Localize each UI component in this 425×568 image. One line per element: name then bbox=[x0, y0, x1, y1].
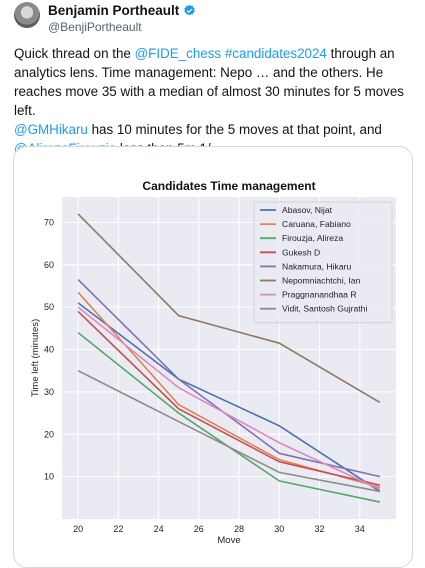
legend-box bbox=[253, 201, 393, 324]
legend-label: Vidit, Santosh Gujrathi bbox=[282, 304, 367, 314]
y-tick-label: 30 bbox=[44, 387, 54, 397]
verified-badge-icon bbox=[184, 4, 196, 16]
mention-hikaru-link[interactable]: @GMHikaru bbox=[14, 122, 88, 137]
legend-label: Firouzja, Alireza bbox=[282, 233, 343, 243]
series-line bbox=[77, 306, 381, 491]
author-name[interactable]: Benjamin Portheault bbox=[48, 3, 180, 18]
series-line bbox=[77, 279, 381, 478]
x-tick-label: 32 bbox=[315, 524, 325, 534]
author-handle[interactable]: @BenjiPortheault bbox=[48, 20, 142, 34]
legend-label: Gukesh D bbox=[282, 247, 320, 257]
series-line bbox=[77, 310, 381, 486]
tweet-text-part: has 10 minutes for the 5 moves at that p… bbox=[87, 122, 382, 137]
tweet-text: Quick thread on the @FIDE_chess #candida… bbox=[14, 44, 414, 158]
y-tick-label: 10 bbox=[44, 472, 54, 482]
legend-label: Caruana, Fabiano bbox=[282, 219, 351, 229]
series-line bbox=[77, 302, 381, 493]
chart-title: Candidates Time management bbox=[142, 179, 315, 193]
author-name-row[interactable]: Benjamin Portheault bbox=[48, 3, 196, 18]
series-line bbox=[77, 213, 381, 404]
tweet-text-part: Quick thread on the bbox=[14, 46, 135, 61]
x-tick-label: 26 bbox=[194, 524, 204, 534]
mention-fide-link[interactable]: @FIDE_chess bbox=[134, 46, 222, 61]
x-tick-label: 28 bbox=[234, 524, 244, 534]
x-tick-label: 34 bbox=[355, 524, 365, 534]
chart-image-card[interactable]: 10 20 30 40 50 60 70 20 22 24 26 28 30 32 34 Move Time l… bbox=[13, 146, 413, 568]
x-tick-label: 20 bbox=[73, 524, 83, 534]
legend-label: Nakamura, Hikaru bbox=[282, 261, 351, 271]
tweet-text-part: through an analytics lens. Time manageme… bbox=[14, 46, 405, 118]
legend-label: Praggnanandhaa R bbox=[282, 290, 357, 300]
y-tick-label: 60 bbox=[44, 260, 54, 270]
legend-label: Abasov, Nijat bbox=[282, 205, 333, 215]
line-chart: 10 20 30 40 50 60 70 20 22 24 26 28 30 32 34 Move Time l… bbox=[30, 179, 396, 546]
series-line bbox=[77, 369, 381, 493]
x-axis-label: Move bbox=[217, 535, 240, 546]
y-tick-label: 20 bbox=[44, 429, 54, 439]
hashtag-candidates-link[interactable]: #candidates2024 bbox=[224, 46, 327, 61]
x-tick-label: 22 bbox=[113, 524, 123, 534]
avatar[interactable] bbox=[14, 2, 40, 28]
x-tick-label: 30 bbox=[274, 524, 284, 534]
x-tick-label: 24 bbox=[154, 524, 164, 534]
y-tick-label: 40 bbox=[44, 345, 54, 355]
legend-label: Nepomniachtchi, Ian bbox=[282, 276, 361, 286]
y-tick-label: 70 bbox=[44, 217, 54, 227]
y-tick-label: 50 bbox=[44, 302, 54, 312]
y-axis-label: Time left (minutes) bbox=[30, 319, 41, 397]
